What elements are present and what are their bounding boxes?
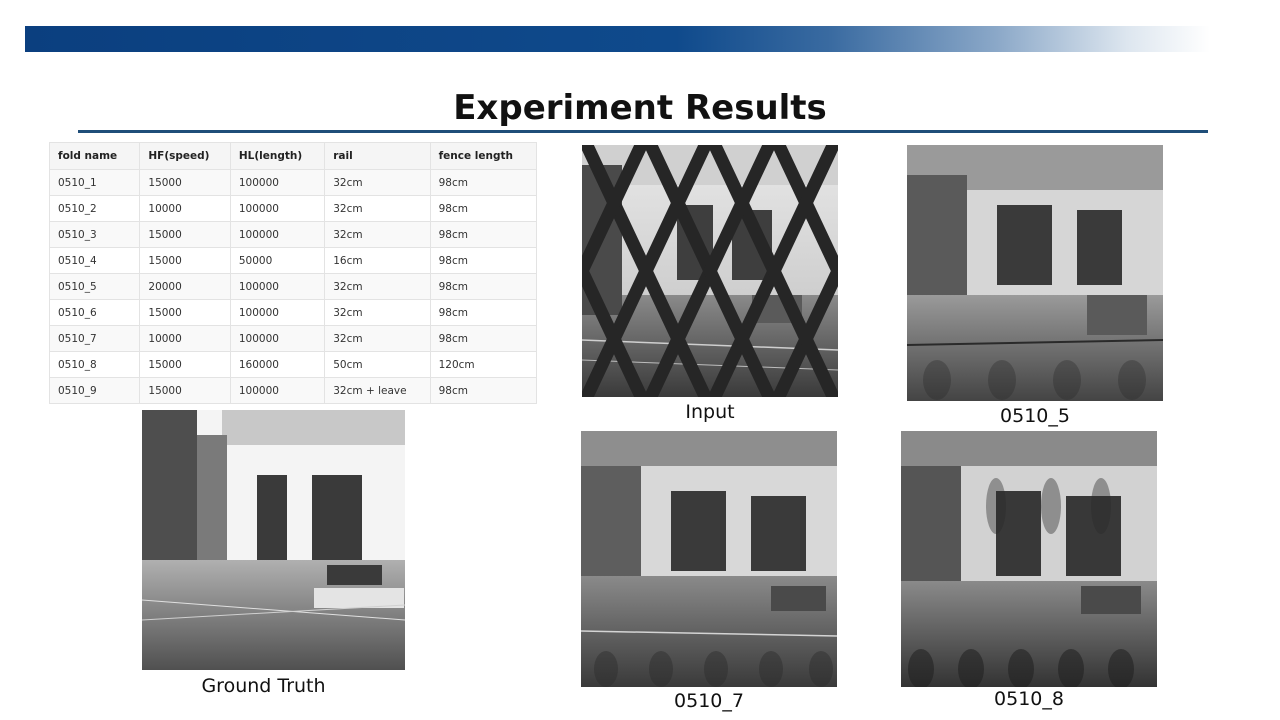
table-row: 0510_9 15000 100000 32cm + leave 98cm <box>48 377 538 404</box>
cell-hf-speed: 10000 <box>139 325 231 352</box>
table-row: 0510_5 20000 100000 32cm 98cm <box>48 273 538 300</box>
cell-hl-length: 100000 <box>229 299 326 326</box>
cell-hf-speed: 10000 <box>139 195 231 222</box>
cell-fence-length: 120cm <box>429 351 538 378</box>
cell-fold-name: 0510_6 <box>48 299 141 326</box>
cell-fold-name: 0510_8 <box>48 351 141 378</box>
input-image <box>582 145 838 397</box>
cell-hf-speed: 15000 <box>139 221 231 248</box>
cell-fold-name: 0510_5 <box>48 273 141 300</box>
table-row: 0510_2 10000 100000 32cm 98cm <box>48 195 538 222</box>
cell-rail: 32cm <box>324 273 431 300</box>
cell-fence-length: 98cm <box>429 273 538 300</box>
experiment-table: fold name HF(speed) HL(length) rail fenc… <box>48 142 538 404</box>
header-band <box>25 26 1210 52</box>
table-header-row: fold name HF(speed) HL(length) rail fenc… <box>48 142 538 170</box>
cell-fence-length: 98cm <box>429 377 538 404</box>
cell-fence-length: 98cm <box>429 325 538 352</box>
cell-hl-length: 100000 <box>229 325 326 352</box>
table-row: 0510_4 15000 50000 16cm 98cm <box>48 247 538 274</box>
result-image-0510-5 <box>907 145 1163 401</box>
cell-rail: 32cm <box>324 221 431 248</box>
header-fence-length: fence length <box>429 142 538 170</box>
cell-rail: 32cm <box>324 299 431 326</box>
table-row: 0510_8 15000 160000 50cm 120cm <box>48 351 538 378</box>
cell-hf-speed: 15000 <box>139 247 231 274</box>
header-hf-speed: HF(speed) <box>139 142 231 170</box>
cell-hf-speed: 15000 <box>139 169 231 196</box>
cell-rail: 50cm <box>324 351 431 378</box>
result-image-0510-8-graphic <box>901 431 1157 687</box>
ground-truth-image-graphic <box>142 410 405 670</box>
cell-hl-length: 160000 <box>229 351 326 378</box>
table-row: 0510_3 15000 100000 32cm 98cm <box>48 221 538 248</box>
input-caption: Input <box>685 401 735 423</box>
header-rail: rail <box>324 142 431 170</box>
table-row: 0510_6 15000 100000 32cm 98cm <box>48 299 538 326</box>
cell-rail: 32cm <box>324 195 431 222</box>
cell-fold-name: 0510_1 <box>48 169 141 196</box>
title-underline <box>78 130 1208 133</box>
header-fold-name: fold name <box>48 142 141 170</box>
cell-fold-name: 0510_9 <box>48 377 141 404</box>
cell-rail: 32cm <box>324 325 431 352</box>
result-caption-0510-7: 0510_7 <box>674 690 744 712</box>
cell-fence-length: 98cm <box>429 195 538 222</box>
result-image-0510-5-graphic <box>907 145 1163 401</box>
cell-hf-speed: 15000 <box>139 299 231 326</box>
cell-hl-length: 100000 <box>229 221 326 248</box>
slide-title: Experiment Results <box>453 88 827 128</box>
cell-hf-speed: 15000 <box>139 377 231 404</box>
result-caption-0510-8: 0510_8 <box>994 688 1064 710</box>
cell-fence-length: 98cm <box>429 221 538 248</box>
input-image-graphic <box>582 145 838 397</box>
cell-rail: 16cm <box>324 247 431 274</box>
result-image-0510-7-graphic <box>581 431 837 687</box>
cell-fold-name: 0510_3 <box>48 221 141 248</box>
cell-hl-length: 100000 <box>229 273 326 300</box>
cell-hl-length: 100000 <box>229 169 326 196</box>
cell-hf-speed: 20000 <box>139 273 231 300</box>
cell-fold-name: 0510_4 <box>48 247 141 274</box>
cell-fence-length: 98cm <box>429 169 538 196</box>
ground-truth-image <box>142 410 405 670</box>
cell-rail: 32cm + leave <box>324 377 431 404</box>
cell-hl-length: 100000 <box>229 377 326 404</box>
cell-hl-length: 50000 <box>229 247 326 274</box>
cell-hl-length: 100000 <box>229 195 326 222</box>
cell-hf-speed: 15000 <box>139 351 231 378</box>
result-image-0510-8 <box>901 431 1157 687</box>
cell-fence-length: 98cm <box>429 299 538 326</box>
cell-rail: 32cm <box>324 169 431 196</box>
result-caption-0510-5: 0510_5 <box>1000 405 1070 427</box>
cell-fold-name: 0510_7 <box>48 325 141 352</box>
result-image-0510-7 <box>581 431 837 687</box>
table-row: 0510_7 10000 100000 32cm 98cm <box>48 325 538 352</box>
cell-fold-name: 0510_2 <box>48 195 141 222</box>
header-hl-length: HL(length) <box>229 142 326 170</box>
cell-fence-length: 98cm <box>429 247 538 274</box>
table-row: 0510_1 15000 100000 32cm 98cm <box>48 169 538 196</box>
ground-truth-caption: Ground Truth <box>201 675 326 697</box>
